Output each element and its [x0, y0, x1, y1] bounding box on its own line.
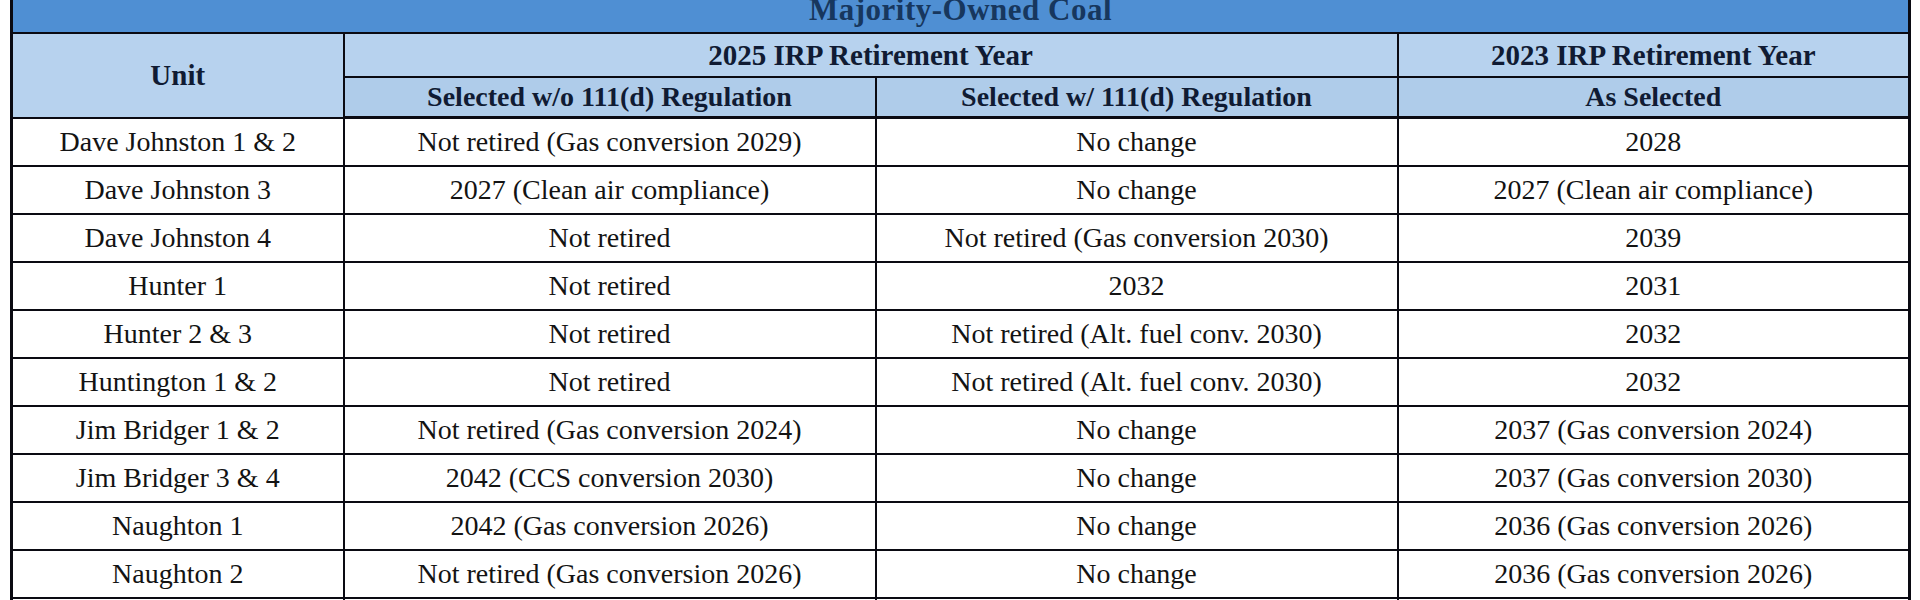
table-body: Dave Johnston 1 & 2Not retired (Gas conv… — [12, 118, 1910, 600]
table-row: Dave Johnston 32027 (Clean air complianc… — [12, 166, 1910, 214]
cell-2023-as-selected: 2032 — [1398, 358, 1910, 406]
header-selected-with-111d: Selected w/ 111(d) Regulation — [876, 77, 1398, 118]
table-row: Hunter 1Not retired20322031 — [12, 262, 1910, 310]
cell-2025-selected-without-111d: Not retired (Gas conversion 2029) — [344, 118, 876, 167]
cell-2023-as-selected: 2037 (Gas conversion 2024) — [1398, 406, 1910, 454]
header-2023-irp-retirement-year: 2023 IRP Retirement Year — [1398, 33, 1910, 77]
header-unit: Unit — [12, 33, 344, 118]
header-2025-irp-retirement-year: 2025 IRP Retirement Year — [344, 33, 1398, 77]
cell-unit: Naughton 1 — [12, 502, 344, 550]
cell-2023-as-selected: 2036 (Gas conversion 2026) — [1398, 550, 1910, 598]
cell-2025-selected-without-111d: 2042 (CCS conversion 2030) — [344, 454, 876, 502]
cell-2025-selected-with-111d: 2032 — [876, 262, 1398, 310]
cell-2025-selected-with-111d: Not retired (Alt. fuel conv. 2030) — [876, 310, 1398, 358]
cell-2023-as-selected: 2027 (Clean air compliance) — [1398, 166, 1910, 214]
cell-2025-selected-with-111d: No change — [876, 502, 1398, 550]
coal-retirement-table: Majority-Owned Coal Unit 2025 IRP Retire… — [10, 0, 1911, 600]
cell-2025-selected-without-111d: Not retired — [344, 310, 876, 358]
cell-2025-selected-with-111d: Not retired (Gas conversion 2030) — [876, 214, 1398, 262]
cell-2025-selected-without-111d: Not retired (Gas conversion 2024) — [344, 406, 876, 454]
cell-unit: Naughton 2 — [12, 550, 344, 598]
cell-unit: Hunter 1 — [12, 262, 344, 310]
table-row: Dave Johnston 1 & 2Not retired (Gas conv… — [12, 118, 1910, 167]
cell-unit: Jim Bridger 3 & 4 — [12, 454, 344, 502]
table-row: Naughton 2Not retired (Gas conversion 20… — [12, 550, 1910, 598]
cell-unit: Jim Bridger 1 & 2 — [12, 406, 344, 454]
cell-2023-as-selected: 2036 (Gas conversion 2026) — [1398, 502, 1910, 550]
cell-2023-as-selected: 2028 — [1398, 118, 1910, 167]
cell-unit: Huntington 1 & 2 — [12, 358, 344, 406]
table-group-header-row: Unit 2025 IRP Retirement Year 2023 IRP R… — [12, 33, 1910, 77]
table-row: Jim Bridger 3 & 42042 (CCS conversion 20… — [12, 454, 1910, 502]
cell-2025-selected-without-111d: 2042 (Gas conversion 2026) — [344, 502, 876, 550]
cell-2023-as-selected: 2037 (Gas conversion 2030) — [1398, 454, 1910, 502]
cell-2025-selected-with-111d: No change — [876, 454, 1398, 502]
table-row: Hunter 2 & 3Not retiredNot retired (Alt.… — [12, 310, 1910, 358]
cell-unit: Hunter 2 & 3 — [12, 310, 344, 358]
cell-2025-selected-with-111d: No change — [876, 166, 1398, 214]
table-row: Jim Bridger 1 & 2Not retired (Gas conver… — [12, 406, 1910, 454]
table-row: Huntington 1 & 2Not retiredNot retired (… — [12, 358, 1910, 406]
table-title-row: Majority-Owned Coal — [12, 0, 1910, 33]
cell-2025-selected-with-111d: No change — [876, 406, 1398, 454]
table-row: Naughton 12042 (Gas conversion 2026)No c… — [12, 502, 1910, 550]
cell-2025-selected-without-111d: Not retired — [344, 358, 876, 406]
cell-2025-selected-without-111d: Not retired (Gas conversion 2026) — [344, 550, 876, 598]
header-as-selected: As Selected — [1398, 77, 1910, 118]
table-row: Dave Johnston 4Not retiredNot retired (G… — [12, 214, 1910, 262]
cell-2023-as-selected: 2039 — [1398, 214, 1910, 262]
cell-2023-as-selected: 2032 — [1398, 310, 1910, 358]
cell-2023-as-selected: 2031 — [1398, 262, 1910, 310]
cell-unit: Dave Johnston 4 — [12, 214, 344, 262]
cell-2025-selected-with-111d: No change — [876, 118, 1398, 167]
cell-unit: Dave Johnston 3 — [12, 166, 344, 214]
cell-2025-selected-without-111d: 2027 (Clean air compliance) — [344, 166, 876, 214]
header-selected-without-111d: Selected w/o 111(d) Regulation — [344, 77, 876, 118]
cell-2025-selected-with-111d: No change — [876, 550, 1398, 598]
cell-unit: Dave Johnston 1 & 2 — [12, 118, 344, 167]
table-title: Majority-Owned Coal — [12, 0, 1910, 33]
cell-2025-selected-without-111d: Not retired — [344, 214, 876, 262]
coal-retirement-table-container: Majority-Owned Coal Unit 2025 IRP Retire… — [10, 0, 1908, 600]
cell-2025-selected-without-111d: Not retired — [344, 262, 876, 310]
cell-2025-selected-with-111d: Not retired (Alt. fuel conv. 2030) — [876, 358, 1398, 406]
